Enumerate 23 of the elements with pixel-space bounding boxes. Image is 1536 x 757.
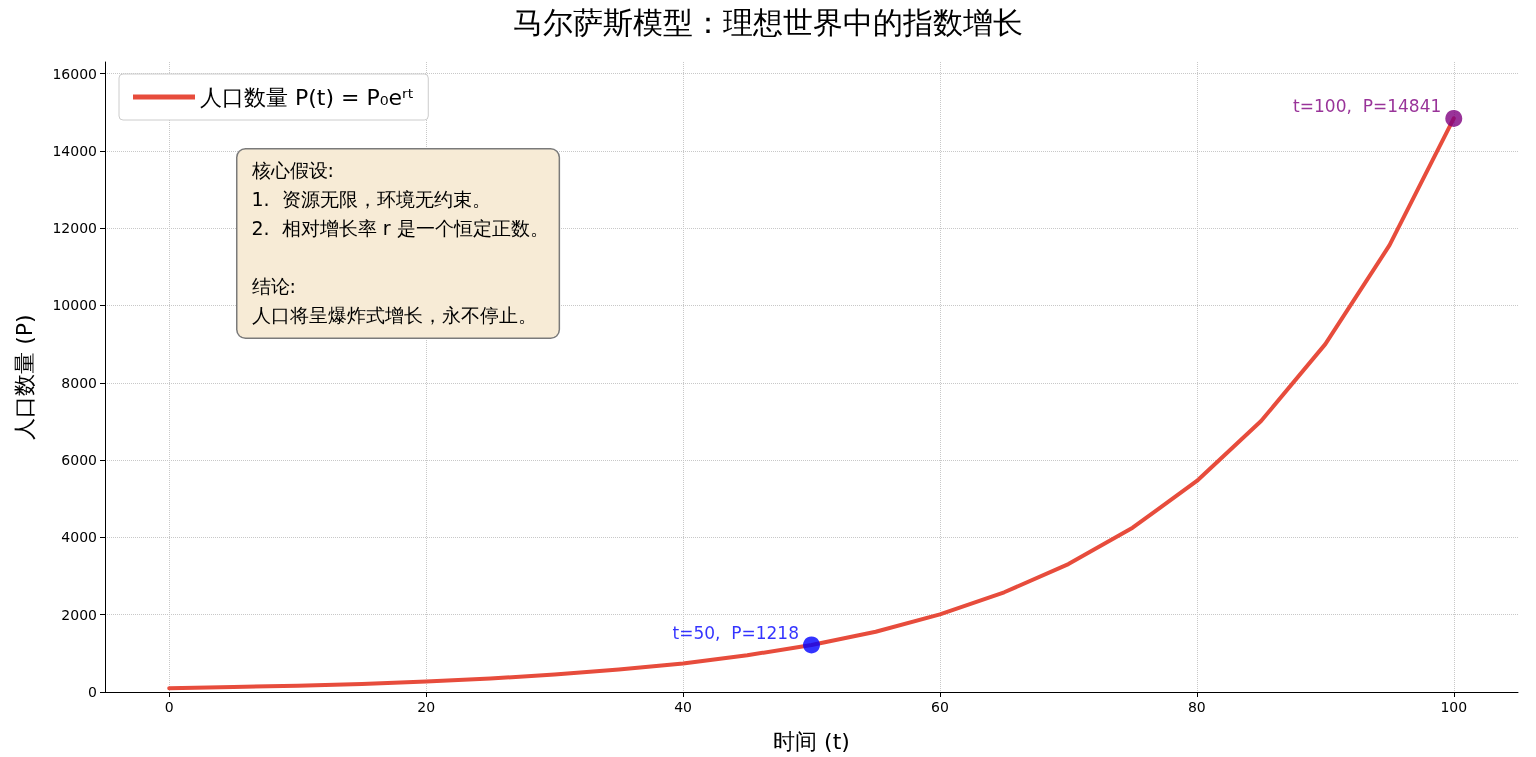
data-label: t=100, P=14841 [1293, 96, 1442, 117]
y-tick-label: 6000 [61, 452, 97, 469]
y-tick-label: 0 [88, 684, 97, 700]
legend-label: 人口数量 P(t) = P₀eʳᵗ [200, 84, 415, 110]
x-tick-label: 60 [931, 699, 949, 715]
annotation: 核心假设: 1. 资源无限，环境无约束。 2. 相对增长率 r 是一个恒定正数。 [250, 159, 549, 239]
x-tick-label: 80 [1187, 699, 1206, 715]
y-tick-label: 2000 [61, 606, 97, 623]
data-label: t=50, P=1218 [672, 622, 799, 643]
y-tick-label: 4000 [61, 529, 97, 546]
y-tick-label: 16000 [52, 65, 97, 82]
annotation: 结论: 人口将呈爆炸式增长，永不停止。 [251, 275, 537, 326]
x-tick-label: 20 [417, 699, 436, 715]
y-tick-label: 10000 [52, 297, 97, 314]
y-tick-label: 14000 [52, 142, 97, 159]
chart-title: 马尔萨斯模型：理想世界中的指数增长 [513, 4, 1023, 40]
x-tick-label: 100 [1440, 699, 1468, 715]
x-tick-label: 40 [674, 699, 692, 715]
y-tick-label: 12000 [52, 220, 97, 237]
x-axis-title: 时间 (t) [773, 728, 850, 754]
y-axis-title: 人口数量 (P) [11, 314, 37, 440]
x-tick-label: 0 [164, 699, 174, 715]
y-tick-label: 8000 [61, 374, 97, 391]
